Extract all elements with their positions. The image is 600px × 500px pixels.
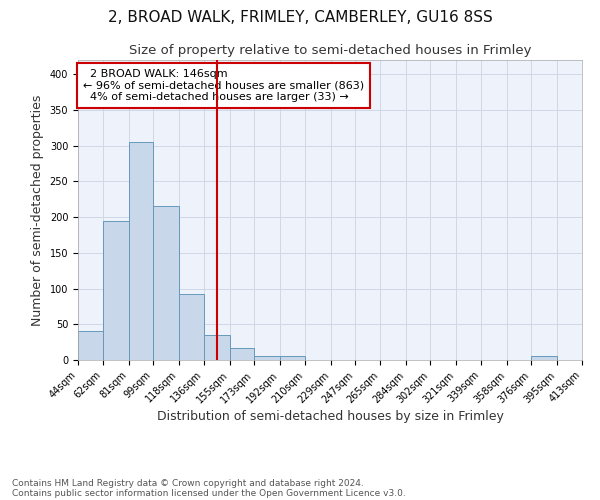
Text: 2 BROAD WALK: 146sqm
← 96% of semi-detached houses are smaller (863)
  4% of sem: 2 BROAD WALK: 146sqm ← 96% of semi-detac…	[83, 69, 364, 102]
Bar	[280, 356, 305, 360]
Bar	[78, 332, 103, 360]
Text: Contains HM Land Registry data © Crown copyright and database right 2024.: Contains HM Land Registry data © Crown c…	[12, 478, 364, 488]
Title: Size of property relative to semi-detached houses in Frimley: Size of property relative to semi-detach…	[129, 44, 531, 58]
X-axis label: Distribution of semi-detached houses by size in Frimley: Distribution of semi-detached houses by …	[157, 410, 503, 423]
Bar	[230, 348, 254, 360]
Bar	[254, 356, 280, 360]
Bar	[128, 142, 153, 360]
Bar	[103, 220, 128, 360]
Bar	[179, 294, 203, 360]
Text: 2, BROAD WALK, FRIMLEY, CAMBERLEY, GU16 8SS: 2, BROAD WALK, FRIMLEY, CAMBERLEY, GU16 …	[107, 10, 493, 25]
Y-axis label: Number of semi-detached properties: Number of semi-detached properties	[31, 94, 44, 326]
Bar	[532, 356, 557, 360]
Text: Contains public sector information licensed under the Open Government Licence v3: Contains public sector information licen…	[12, 488, 406, 498]
Bar	[203, 335, 230, 360]
Bar	[153, 206, 179, 360]
